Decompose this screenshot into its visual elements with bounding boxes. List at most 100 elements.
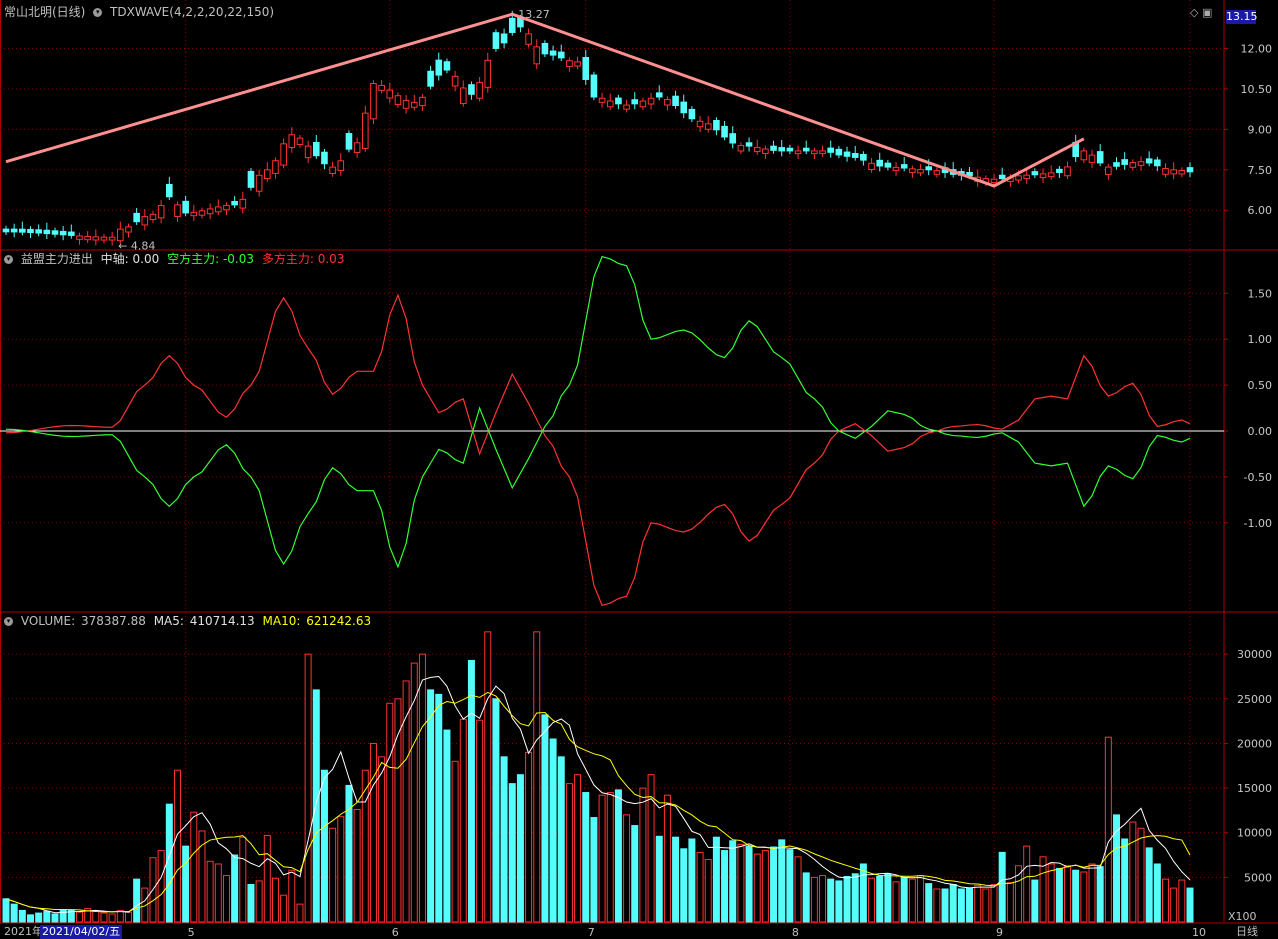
volume-bar — [892, 881, 900, 923]
volume-bar — [761, 850, 769, 923]
candle-body — [174, 204, 181, 217]
volume-bar — [1023, 845, 1031, 923]
y-tick-label: 9.00 — [1248, 123, 1273, 136]
candle-body — [288, 134, 296, 148]
candle-body — [272, 160, 279, 174]
volume-bar — [386, 702, 394, 923]
candle-body — [1105, 166, 1112, 175]
volume-bar — [598, 794, 606, 923]
candle-body — [1129, 162, 1137, 168]
candle-body — [1145, 158, 1153, 164]
stock-name[interactable]: 常山北明(日线) — [4, 5, 86, 19]
diamond-icon[interactable]: ◇ — [1190, 6, 1199, 19]
y-tick-label: 1.50 — [1248, 287, 1273, 300]
candle-body — [198, 210, 206, 216]
candle-body — [778, 147, 786, 152]
volume-bar — [92, 910, 100, 923]
volume-bar — [876, 875, 884, 923]
candle-body — [459, 87, 467, 105]
volume-bar — [1055, 867, 1063, 923]
volume-bar — [786, 849, 794, 923]
volume-bar — [753, 853, 761, 923]
candle-body — [745, 142, 753, 147]
candle-body — [255, 174, 263, 192]
volume-bar — [957, 888, 965, 923]
volume-bar — [590, 817, 598, 923]
volume-bar — [133, 878, 141, 923]
candle-body — [35, 229, 42, 234]
volume-bar — [982, 888, 990, 923]
candle-body — [566, 60, 573, 67]
month-label: 8 — [792, 926, 799, 939]
ma10-volume-line — [5, 691, 1191, 913]
month-label: 9 — [996, 926, 1003, 939]
volume-bar — [974, 884, 982, 923]
volume-bar — [565, 783, 573, 923]
long-force-line — [5, 293, 1191, 607]
candle-body — [541, 42, 549, 55]
candle-body — [770, 145, 777, 151]
volume-bar — [949, 884, 957, 923]
candle-body — [892, 166, 900, 171]
volume-label[interactable]: VOLUME: — [20, 614, 76, 628]
window-icon[interactable]: ▣ — [1201, 6, 1213, 19]
indicator-toggle-icon[interactable]: ▾ — [93, 8, 103, 17]
volume-bar — [427, 689, 435, 923]
candle-body — [917, 169, 924, 174]
volume-bar — [843, 875, 851, 923]
indicator-name[interactable]: TDXWAVE(4,2,2,20,22,150) — [110, 5, 275, 19]
volume-bar — [819, 875, 827, 923]
y-tick-label: -1.00 — [1244, 517, 1272, 530]
volume-bar — [2, 898, 10, 923]
volume-bar — [1006, 882, 1014, 923]
volume-bar — [729, 840, 737, 923]
candle-body — [1162, 168, 1169, 175]
indicator-panel-name[interactable]: 益盟主力进出 — [20, 252, 93, 266]
volume-bar — [141, 887, 149, 923]
short-force-line — [5, 255, 1191, 569]
volume-bar — [1015, 865, 1023, 923]
candle-body — [623, 104, 630, 110]
candle-body — [43, 229, 51, 235]
volume-bar — [492, 698, 500, 923]
volume-bar — [378, 756, 386, 923]
volume-bar — [1170, 887, 1178, 923]
volume-bar — [737, 843, 745, 923]
volume-bar — [639, 787, 647, 923]
indicator-menu-icon[interactable]: ▾ — [4, 255, 13, 264]
candle-body — [492, 32, 500, 49]
candle-body — [402, 99, 410, 109]
candle-body — [786, 147, 794, 152]
indicator-panel-header: ▾ 益盟主力进出 中轴: 0.00 空方主力: -0.03 多方主力: 0.03 — [4, 252, 348, 266]
extreme-price-label: 13.27 — [518, 8, 550, 21]
candle-body — [2, 228, 10, 233]
volume-bar — [827, 878, 835, 923]
y-tick-label: 30000 — [1237, 648, 1272, 661]
volume-bar — [1064, 865, 1072, 923]
candle-body — [312, 141, 320, 157]
candle-body — [655, 92, 663, 98]
volume-bar — [1162, 878, 1170, 923]
candle-body — [998, 174, 1006, 180]
candle-body — [582, 56, 590, 80]
candle-body — [476, 81, 483, 99]
volume-bar — [998, 851, 1006, 923]
volume-bar — [1104, 736, 1112, 923]
volume-menu-icon[interactable]: ▾ — [4, 617, 13, 626]
volume-bar — [1153, 863, 1161, 923]
candle-body — [100, 236, 108, 241]
volume-bar — [124, 911, 132, 923]
candle-body — [484, 59, 492, 88]
volume-bar — [222, 875, 230, 923]
candle-body — [84, 235, 91, 241]
candle-body — [117, 228, 124, 242]
y-tick-label: 12.00 — [1241, 42, 1273, 55]
volume-bar — [925, 883, 933, 923]
volume-bar — [59, 909, 67, 923]
volume-bar — [100, 912, 108, 923]
ma5-volume-line — [5, 675, 1191, 914]
candle-body — [802, 147, 810, 152]
volume-bar — [900, 876, 908, 923]
period-label[interactable]: 日线 — [1236, 925, 1258, 938]
